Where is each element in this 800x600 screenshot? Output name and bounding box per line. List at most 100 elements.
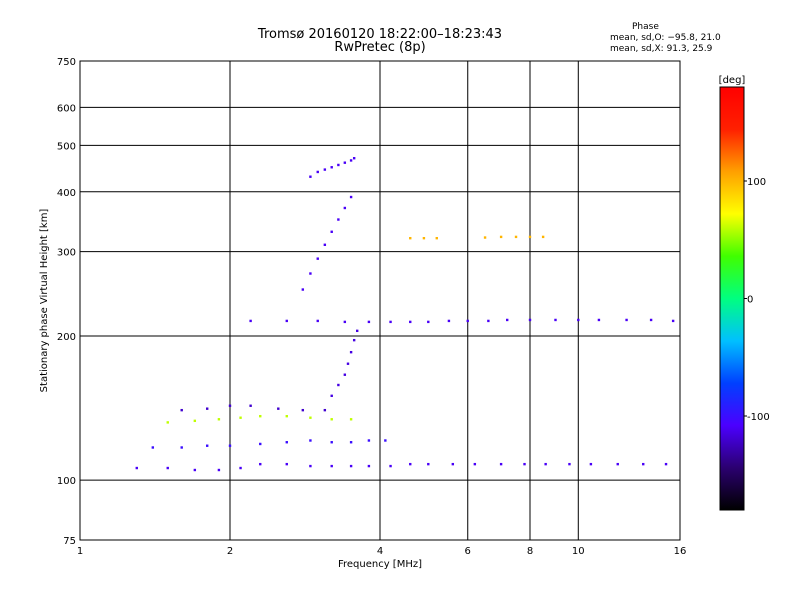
- data-point: [228, 444, 232, 447]
- data-point: [528, 235, 532, 239]
- data-point: [389, 464, 392, 468]
- data-point: [309, 416, 312, 419]
- data-point: [483, 236, 487, 239]
- data-point: [427, 320, 430, 324]
- colorbar-tick-label: 100: [747, 177, 766, 188]
- data-point: [427, 462, 430, 466]
- data-point: [337, 163, 340, 167]
- data-point: [217, 468, 221, 472]
- data-point: [180, 446, 183, 449]
- data-point: [343, 161, 347, 164]
- data-point: [301, 288, 305, 291]
- data-point: [166, 421, 169, 424]
- x-tick-label: 10: [572, 546, 585, 557]
- phase-heading: Phase: [632, 22, 659, 32]
- data-point: [285, 319, 288, 323]
- data-point: [349, 441, 353, 444]
- colorbar-tick-label: -100: [747, 412, 770, 423]
- x-tick-label: 16: [674, 546, 687, 557]
- data-point: [367, 464, 371, 468]
- data-point: [409, 462, 412, 466]
- y-tick-label: 300: [57, 248, 76, 259]
- data-point: [541, 235, 545, 239]
- data-point: [349, 195, 353, 199]
- data-point: [309, 175, 312, 178]
- chart-title: Tromsø 20160120 18:22:00–18:23:43: [257, 27, 503, 42]
- plot-frame: [79, 60, 681, 541]
- data-point: [323, 243, 327, 246]
- data-point: [597, 318, 601, 322]
- data-point: [343, 320, 347, 324]
- data-point: [568, 462, 571, 466]
- x-tick-label: 2: [227, 546, 233, 557]
- data-point: [435, 236, 438, 240]
- data-point: [337, 218, 340, 221]
- data-point: [499, 235, 503, 239]
- data-point: [193, 468, 197, 472]
- data-point: [259, 414, 262, 418]
- data-point: [285, 414, 288, 418]
- data-point: [285, 462, 288, 466]
- grid: [80, 61, 680, 540]
- data-point: [554, 318, 557, 322]
- data-point: [487, 319, 490, 323]
- data-point: [309, 464, 312, 468]
- data-point: [577, 318, 580, 322]
- y-tick-label: 600: [57, 103, 76, 114]
- data-point: [316, 170, 319, 174]
- data-point: [473, 462, 477, 466]
- data-point: [217, 418, 221, 421]
- data-point: [505, 318, 509, 322]
- data-point: [228, 404, 232, 407]
- data-point: [330, 464, 333, 468]
- data-point: [625, 318, 628, 322]
- data-point: [499, 462, 503, 466]
- colorbar: [deg] -100 0 100: [719, 75, 770, 511]
- data-point: [309, 272, 312, 275]
- data-point: [151, 446, 155, 449]
- data-point: [649, 318, 653, 322]
- data-point: [259, 442, 262, 446]
- data-point: [330, 394, 333, 398]
- data-point: [409, 320, 412, 324]
- data-point: [330, 441, 333, 444]
- data-point: [239, 466, 242, 470]
- y-tick-label: 200: [57, 332, 76, 343]
- y-tick-label: 750: [57, 57, 76, 68]
- data-point: [343, 206, 347, 210]
- data-points: [135, 157, 675, 472]
- x-tick-label: 8: [527, 546, 533, 557]
- data-point: [285, 441, 288, 444]
- data-point: [352, 338, 356, 342]
- data-point: [301, 408, 305, 412]
- data-point: [466, 319, 469, 323]
- data-point: [349, 418, 353, 421]
- data-point: [193, 419, 197, 423]
- chart-subtitle: RwPretec (8p): [334, 40, 426, 55]
- data-point: [349, 464, 353, 468]
- data-point: [205, 407, 209, 410]
- data-point: [330, 418, 333, 421]
- data-point: [544, 462, 547, 466]
- y-tick-label: 400: [57, 188, 76, 199]
- data-point: [664, 462, 668, 466]
- data-point: [616, 462, 619, 466]
- data-point: [367, 320, 371, 324]
- x-tick-label: 6: [465, 546, 471, 557]
- y-tick-label: 500: [57, 141, 76, 152]
- data-point: [367, 439, 371, 442]
- data-point: [349, 159, 353, 162]
- y-axis-label: Stationary phase Virtual Height [km]: [39, 209, 50, 393]
- data-point: [337, 383, 340, 387]
- x-tick-label: 4: [377, 546, 383, 557]
- data-point: [330, 166, 333, 169]
- data-point: [528, 318, 532, 322]
- data-point: [166, 466, 169, 470]
- data-point: [671, 319, 675, 323]
- data-point: [205, 444, 209, 447]
- data-point: [323, 168, 327, 171]
- y-tick-label: 100: [57, 476, 76, 487]
- data-point: [323, 408, 327, 412]
- data-point: [384, 439, 387, 442]
